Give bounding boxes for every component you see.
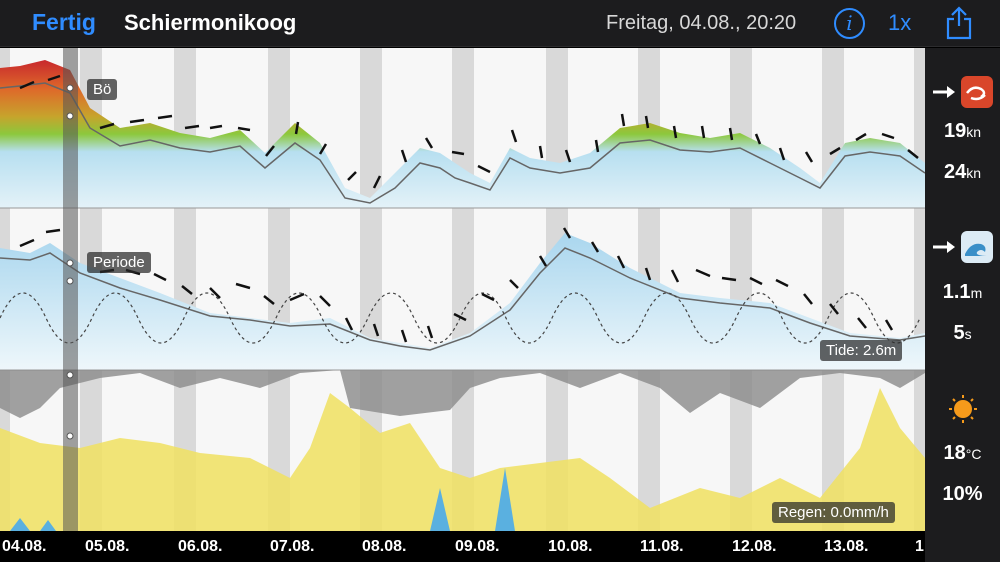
wind-gust-value: 24kn xyxy=(943,161,982,183)
date-label: 1 xyxy=(915,538,924,555)
location-title: Schiermonikoog xyxy=(124,10,297,35)
sun-area xyxy=(0,388,925,531)
readout-sidebar: 19kn 24kn 1.1m 5s 18°C 10% xyxy=(925,48,1000,562)
wave-icon xyxy=(931,230,995,271)
wave-period-value: 5s xyxy=(953,322,972,344)
wave-height-line xyxy=(0,247,925,351)
gust-label: Bö xyxy=(87,79,118,100)
date-label: 12.08. xyxy=(732,538,777,555)
forecast-datetime: Freitag, 04.08., 20:20 xyxy=(606,12,797,34)
playback-speed-button[interactable]: 1x xyxy=(888,10,912,35)
date-label: 07.08. xyxy=(270,538,315,555)
date-label: 04.08. xyxy=(2,538,47,555)
date-label: 13.08. xyxy=(824,538,869,555)
date-label: 09.08. xyxy=(455,538,500,555)
info-button[interactable]: i xyxy=(834,8,865,39)
done-button[interactable]: Fertig xyxy=(32,9,96,35)
wind-speed-value: 19kn xyxy=(943,120,982,142)
top-bar: Fertig Schiermonikoog Freitag, 04.08., 2… xyxy=(0,0,1000,47)
date-label: 11.08. xyxy=(640,538,684,555)
wind-icon xyxy=(931,75,995,116)
cursor-markers xyxy=(66,84,74,440)
sun-icon xyxy=(948,394,978,429)
date-label: 05.08. xyxy=(85,538,130,555)
time-cursor xyxy=(63,48,78,531)
period-label: Periode xyxy=(87,252,151,273)
rain-readout: Regen: 0.0mm/h xyxy=(772,502,895,523)
forecast-chart[interactable]: Bö Periode Tide: 2.6m Regen: 0.0mm/h xyxy=(0,48,925,531)
share-icon[interactable] xyxy=(946,6,972,40)
forecast-graph xyxy=(0,48,925,531)
date-label: 08.08. xyxy=(362,538,407,555)
date-label: 06.08. xyxy=(178,538,223,555)
wind-gust-area xyxy=(0,60,925,208)
cloud-area xyxy=(0,370,925,418)
wind-speed-line xyxy=(0,82,925,204)
tide-readout: Tide: 2.6m xyxy=(820,340,903,361)
temperature-value: 18°C xyxy=(943,442,982,464)
wave-height-value: 1.1m xyxy=(942,281,983,303)
date-label: 10.08. xyxy=(548,538,593,555)
cloud-cover-value: 10% xyxy=(942,483,983,505)
wind-direction-arrows xyxy=(19,74,919,343)
wave-area xyxy=(0,233,925,370)
date-axis: 04.08. 05.08. 06.08. 07.08. 08.08. 09.08… xyxy=(0,531,925,562)
